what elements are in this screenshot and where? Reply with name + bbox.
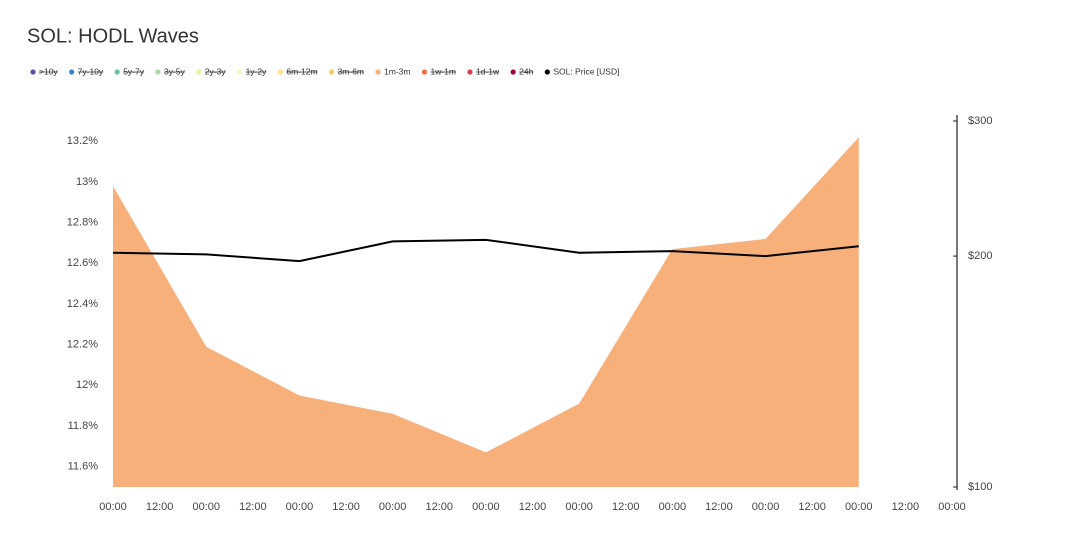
x-tick-label: 00:00 — [379, 501, 407, 513]
y-tick-label: 12% — [76, 379, 98, 391]
x-tick-label: 12:00 — [519, 501, 547, 513]
legend-marker — [421, 69, 428, 75]
y2-tick-label: $200 — [968, 250, 992, 262]
legend-marker — [196, 69, 202, 75]
x-tick-label: 00:00 — [472, 501, 500, 513]
x-tick-label: 00:00 — [845, 501, 873, 513]
legend-label[interactable]: 1y-2y — [246, 66, 268, 76]
x-tick-label: 00:00 — [286, 501, 314, 513]
legend-marker — [375, 69, 381, 75]
legend-marker — [544, 69, 550, 75]
legend-marker — [328, 69, 335, 75]
y-tick-label: 13.2% — [67, 135, 98, 147]
y-tick-label: 12.4% — [67, 298, 98, 310]
y-tick-label: 11.8% — [68, 420, 99, 432]
x-tick-label: 12:00 — [798, 501, 826, 513]
y-tick-label: 12.8% — [67, 217, 98, 229]
y2-tick-label: $300 — [968, 115, 992, 127]
legend-marker — [277, 69, 283, 75]
legend-label[interactable]: >10y — [39, 66, 58, 76]
y-tick-label: 12.2% — [67, 339, 98, 351]
legend-marker — [69, 69, 75, 75]
chart-title: SOL: HODL Waves — [27, 25, 199, 47]
x-tick-label: 12:00 — [705, 501, 733, 513]
legend-label[interactable]: 5y-7y — [123, 66, 145, 76]
legend-marker — [510, 69, 516, 75]
legend-label[interactable]: 1d-1w — [476, 66, 500, 76]
x-tick-label: 12:00 — [612, 501, 640, 513]
x-tick-label: 12:00 — [239, 501, 267, 513]
x-tick-label: 12:00 — [332, 501, 360, 513]
legend-label[interactable]: 3y-5y — [164, 66, 186, 76]
y2-tick-label: $100 — [968, 481, 992, 493]
legend-marker — [30, 69, 36, 75]
x-tick-label: 12:00 — [426, 501, 454, 513]
legend-label[interactable]: 3m-6m — [338, 66, 364, 76]
x-tick-label: 00:00 — [938, 501, 966, 513]
y-tick-label: 12.6% — [67, 257, 98, 269]
x-tick-label: 00:00 — [752, 501, 780, 513]
legend-label[interactable]: 1w-1m — [430, 66, 456, 76]
price-line — [112, 238, 859, 263]
legend-marker — [114, 69, 120, 75]
legend-label[interactable]: 6m-12m — [286, 66, 317, 76]
x-tick-label: 00:00 — [659, 501, 687, 513]
legend-marker — [155, 69, 161, 75]
x-tick-label: 00:00 — [565, 501, 593, 513]
x-tick-label: 00:00 — [99, 501, 127, 513]
x-tick-label: 12:00 — [146, 501, 174, 513]
x-tick-label: 12:00 — [892, 501, 920, 513]
legend-marker — [236, 69, 243, 75]
legend-marker — [467, 69, 473, 75]
area — [113, 137, 859, 487]
legend-label[interactable]: SOL: Price [USD] — [553, 66, 619, 76]
legend-label[interactable]: 24h — [519, 66, 533, 76]
y-tick-label: 11.6% — [68, 461, 99, 473]
y-tick-label: 13% — [76, 176, 98, 188]
legend-label[interactable]: 2y-3y — [205, 66, 227, 76]
legend-label[interactable]: 1m-3m — [384, 66, 410, 76]
x-tick-label: 00:00 — [192, 501, 220, 513]
legend-label[interactable]: 7y-10y — [78, 66, 104, 76]
